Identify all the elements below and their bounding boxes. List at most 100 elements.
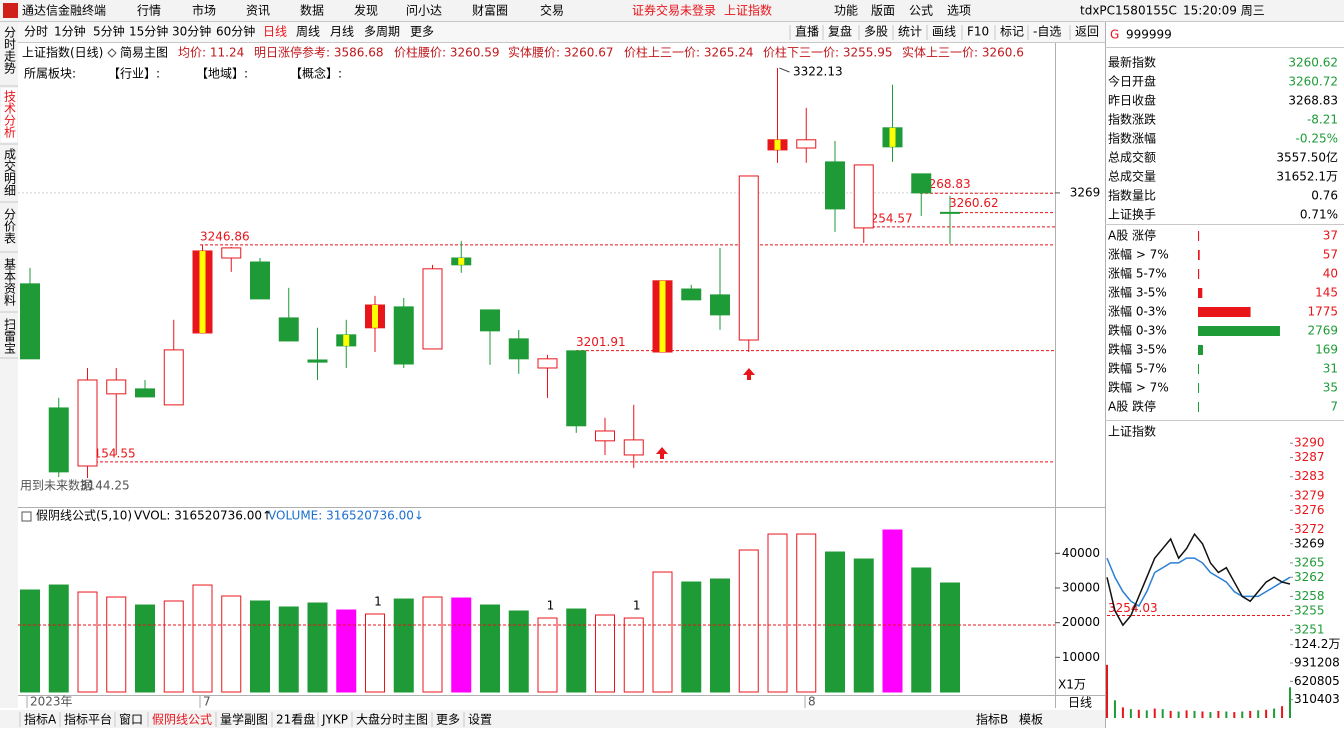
period-tab[interactable]: 5分钟 xyxy=(93,24,125,39)
bottom-tab[interactable]: 大盘分时主图 xyxy=(356,712,428,727)
volume-bar xyxy=(508,610,529,693)
tool-button[interactable]: -自选 xyxy=(1033,25,1061,39)
breadth-label: A股 跌停 xyxy=(1108,399,1156,414)
menu-item[interactable]: 功能 xyxy=(834,4,858,18)
tool-button[interactable]: 标记 xyxy=(1000,25,1024,39)
menu-item[interactable]: 版面 xyxy=(871,4,895,18)
signal-arrow xyxy=(743,368,755,380)
bottom-tab[interactable]: 窗口 xyxy=(119,713,143,727)
logo xyxy=(3,3,18,18)
volume-bar xyxy=(20,589,40,693)
candle-body xyxy=(681,288,702,301)
info-field: 均价: 11.24 xyxy=(178,46,244,60)
bottom-tab[interactable]: 模板 xyxy=(1019,713,1043,727)
menu-item[interactable]: 问小达 xyxy=(406,4,442,18)
period-tab[interactable]: 周线 xyxy=(296,25,320,39)
chart-mode[interactable]: 简易主图 xyxy=(120,46,168,60)
candle-highlight xyxy=(659,280,666,353)
breadth-value: 7 xyxy=(1330,400,1338,414)
tool-button[interactable]: 画线 xyxy=(932,25,956,39)
candle-highlight xyxy=(889,127,896,147)
candle-body xyxy=(48,407,69,473)
y-tick-label: 3269 xyxy=(1294,536,1325,550)
candle-body xyxy=(911,173,932,194)
candle-body xyxy=(738,175,759,341)
bottom-tab[interactable]: 指标B xyxy=(976,712,1008,727)
side-tab[interactable]: 基本资料 xyxy=(3,258,17,306)
period-tab[interactable]: 分时 xyxy=(24,25,48,39)
side-tab[interactable]: 分价表 xyxy=(3,208,17,244)
bottom-tab[interactable]: JYKP xyxy=(321,713,348,727)
tool-button[interactable]: 统计 xyxy=(898,25,922,39)
volume-bar xyxy=(595,614,615,693)
period-tab[interactable]: 月线 xyxy=(330,25,354,39)
quote-label: 指数涨跌 xyxy=(1108,112,1156,127)
candle-highlight xyxy=(774,139,781,150)
volume-bar xyxy=(825,551,845,693)
candle-body xyxy=(422,268,443,350)
candle-body xyxy=(77,379,98,467)
side-tab[interactable]: 分时走势 xyxy=(3,26,17,74)
volume-bar xyxy=(738,549,759,693)
candle-body xyxy=(595,430,615,442)
side-tab[interactable]: 成交明细 xyxy=(3,148,17,196)
y-tick-label: 3265 xyxy=(1294,555,1325,569)
date-label: 8 xyxy=(808,695,816,709)
side-tab[interactable]: 扫雷宝 xyxy=(3,318,17,354)
menu-item[interactable]: 交易 xyxy=(540,3,564,18)
bottom-tab[interactable]: 指标A xyxy=(24,712,57,727)
breadth-label: 涨幅 3-5% xyxy=(1108,285,1167,300)
period-tab[interactable]: 日线 xyxy=(263,25,287,39)
price-line-label: 3260.62 xyxy=(949,196,999,210)
menu-item[interactable]: 数据 xyxy=(300,3,324,18)
volume-bar xyxy=(882,529,903,693)
side-strip xyxy=(0,22,18,708)
menu-item[interactable]: 资讯 xyxy=(246,4,270,18)
period-tab[interactable]: 1分钟 xyxy=(54,24,86,39)
menu-item[interactable]: 公式 xyxy=(909,4,933,18)
tool-button[interactable]: 返回 xyxy=(1075,25,1099,39)
volume-bar xyxy=(566,608,587,693)
candle-highlight xyxy=(458,258,465,265)
breadth-label: 跌幅 5-7% xyxy=(1108,361,1167,376)
tool-button[interactable]: 多股 xyxy=(864,25,888,39)
bottom-tab[interactable]: 量学副图 xyxy=(220,712,268,727)
breadth-value: 57 xyxy=(1323,248,1338,262)
sector-tag: 【地域】: xyxy=(196,67,248,81)
user-id: tdxPC1580155C xyxy=(1080,4,1177,18)
tool-button[interactable]: F10 xyxy=(967,25,989,39)
menu-item[interactable]: 财富圈 xyxy=(472,3,508,18)
quote-label: 今日开盘 xyxy=(1108,74,1156,89)
bottom-tab[interactable]: 更多 xyxy=(436,713,460,727)
menu-item[interactable]: 市场 xyxy=(192,3,216,18)
period-tab[interactable]: 多周期 xyxy=(364,25,400,39)
breadth-value: 1775 xyxy=(1307,305,1338,319)
breadth-bar xyxy=(1198,307,1251,317)
bottom-tab[interactable]: 指标平台 xyxy=(64,712,112,727)
info-field: 明日涨停参考: 3586.68 xyxy=(254,45,383,60)
tool-button[interactable]: 复盘 xyxy=(828,24,852,39)
bottom-tab[interactable]: 设置 xyxy=(468,713,492,727)
tool-button[interactable]: 直播 xyxy=(795,25,819,39)
price-line-label: 3268.83 xyxy=(921,177,971,191)
period-tab[interactable]: 更多 xyxy=(410,25,434,39)
period-tab[interactable]: 30分钟 xyxy=(172,24,211,39)
period-tab[interactable]: 60分钟 xyxy=(216,24,255,39)
bottom-tab[interactable]: 假阴线公式 xyxy=(152,713,212,727)
sector-tag: 【概念】: xyxy=(290,66,342,81)
volume-bar xyxy=(451,597,472,693)
menu-item[interactable]: 选项 xyxy=(947,4,971,18)
menu-item[interactable]: 发现 xyxy=(354,3,378,18)
candle-body xyxy=(250,261,270,300)
volume-bar xyxy=(48,584,69,693)
menu-item[interactable]: 行情 xyxy=(137,4,161,18)
candle-body xyxy=(825,161,845,210)
period-tab[interactable]: 15分钟 xyxy=(129,24,168,39)
login-notice[interactable]: 证券交易未登录 xyxy=(632,3,716,18)
side-tab[interactable]: 技术分析 xyxy=(3,90,17,139)
candle-body xyxy=(796,139,817,149)
info-field: 价柱腰价: 3260.59 xyxy=(394,45,499,60)
bottom-tab[interactable]: 21看盘 xyxy=(276,712,315,727)
y-tick-label: 3262 xyxy=(1294,570,1325,584)
